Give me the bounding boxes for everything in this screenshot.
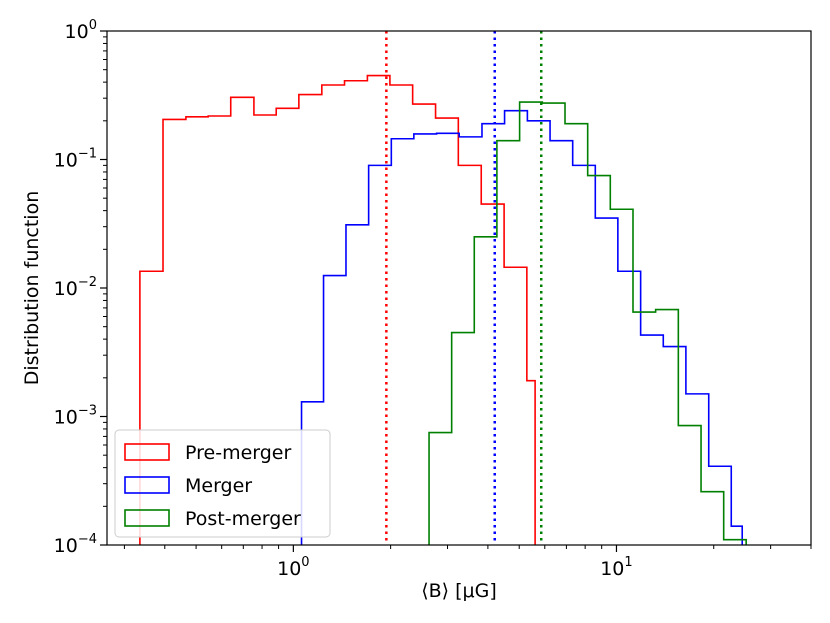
legend-swatch-0	[124, 443, 170, 461]
y-tick-label-0: 10−4	[54, 532, 97, 557]
y-tick-label-1: 10−3	[54, 404, 97, 429]
legend-label-2: Post-merger	[185, 508, 301, 530]
y-tick-label-2: 10−2	[54, 275, 97, 300]
x-axis-label: ⟨B⟩ [μG]	[421, 580, 497, 602]
legend: Pre-merger Merger Post-merger	[114, 429, 331, 538]
y-tick-label-3: 10−1	[54, 147, 97, 172]
y-tick-label-4: 100	[65, 18, 97, 43]
series-line-1	[300, 109, 744, 545]
legend-swatch-1	[124, 476, 170, 494]
y-axis-label: Distribution function	[21, 191, 43, 386]
legend-label-0: Pre-merger	[185, 442, 291, 464]
x-tick-label-1: 101	[600, 555, 632, 580]
series-line-0	[139, 74, 536, 545]
legend-swatch-2	[124, 509, 170, 527]
legend-label-1: Merger	[185, 475, 252, 497]
x-tick-label-0: 100	[277, 555, 309, 580]
series-line-2	[428, 101, 747, 545]
